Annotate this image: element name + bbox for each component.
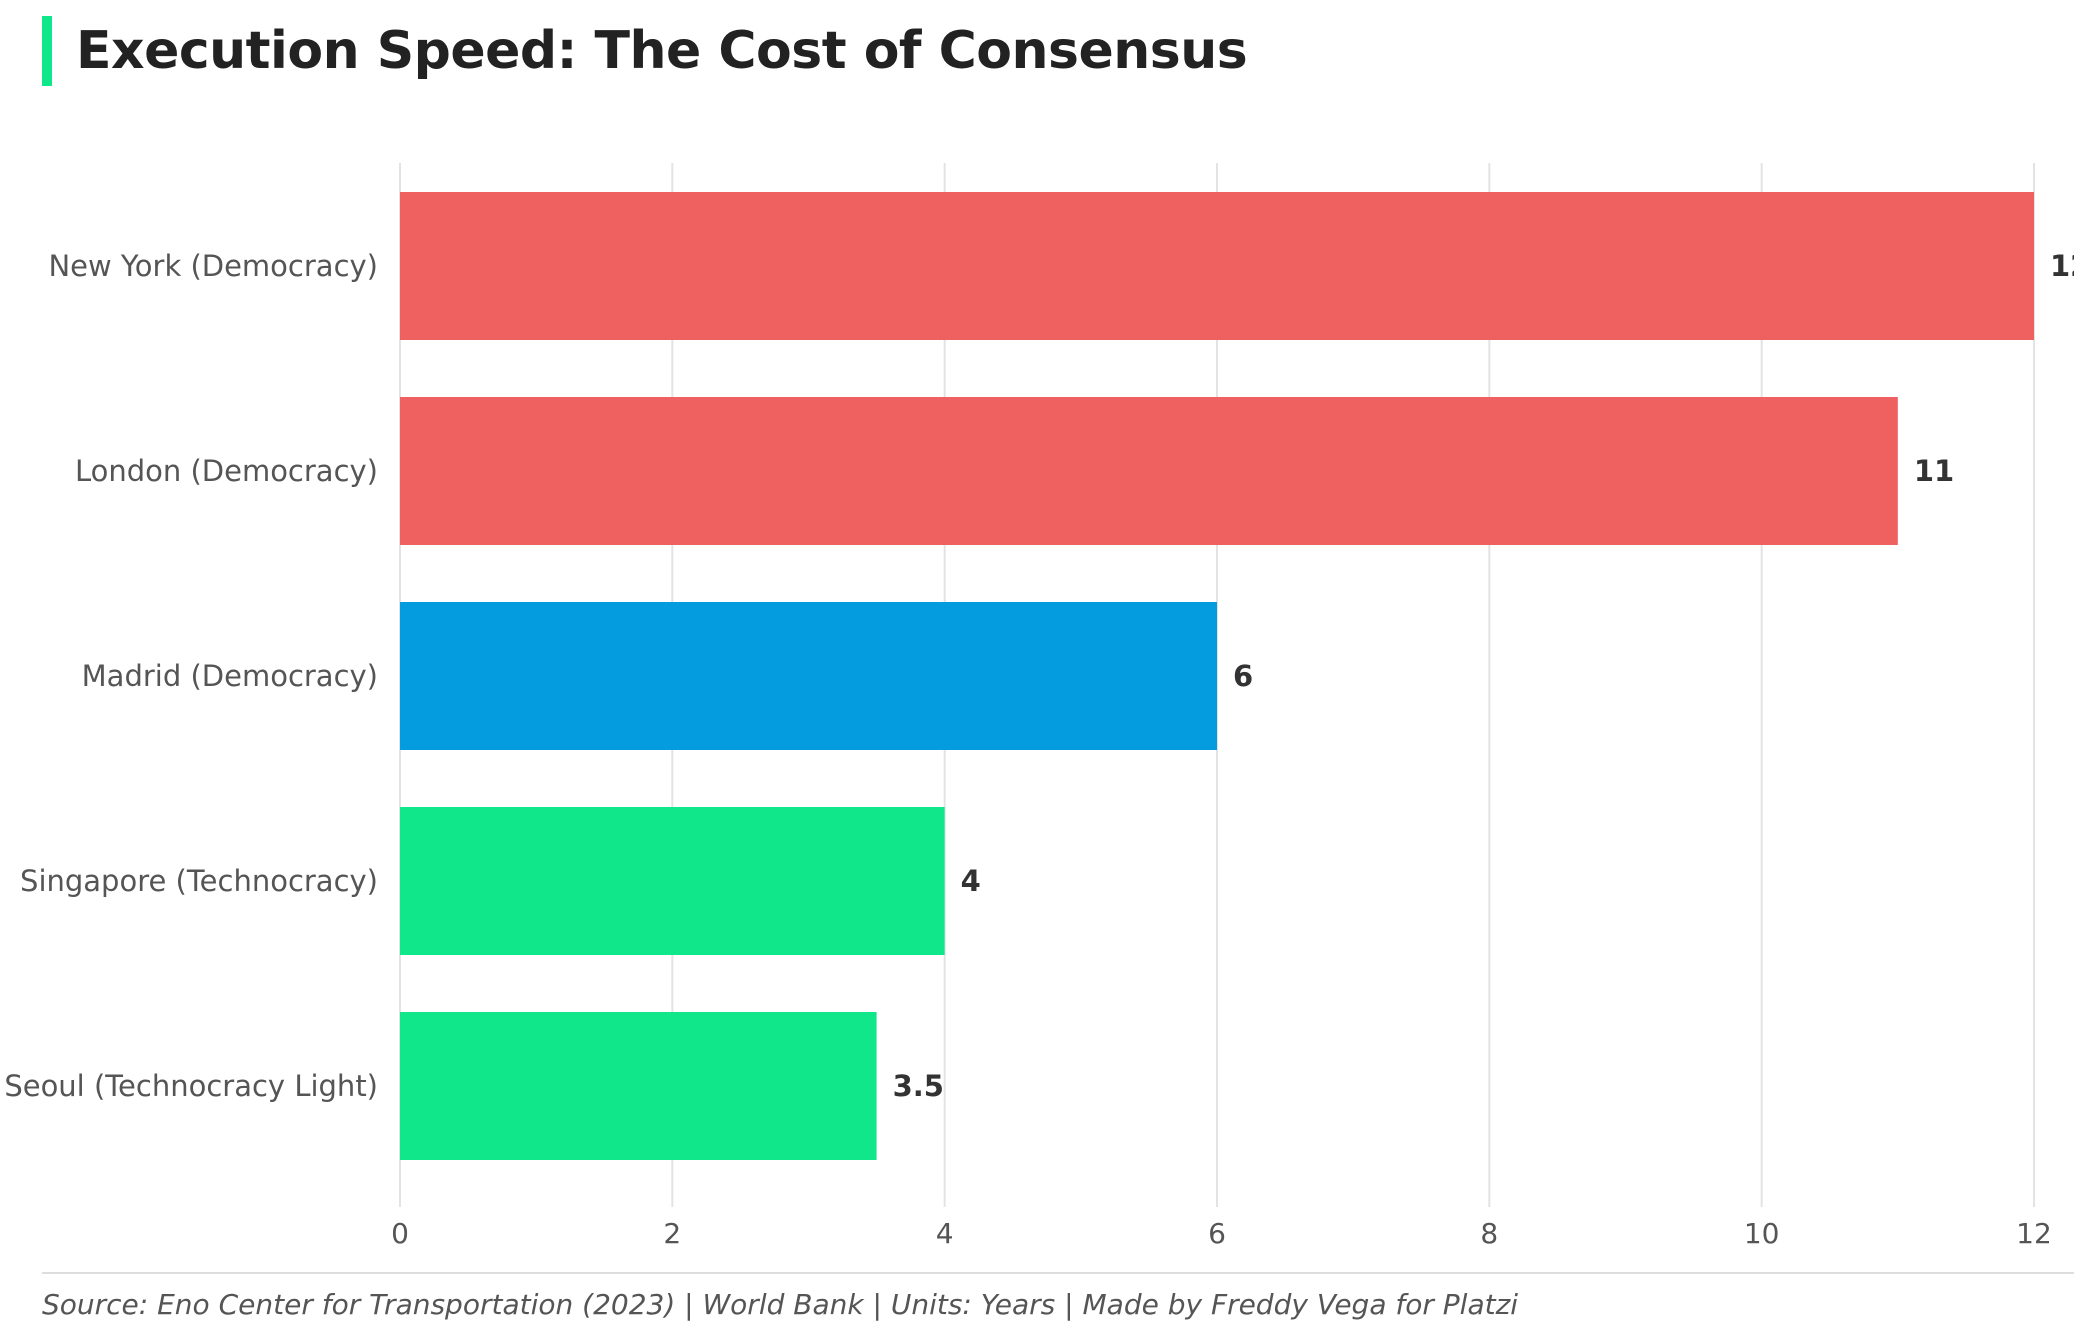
category-labels: New York (Democracy) London (Democracy) Ma…	[4, 249, 378, 1103]
x-tick-label: 8	[1480, 1217, 1498, 1250]
x-tick-label: 0	[391, 1217, 409, 1250]
category-label: Singapore (Technocracy)	[20, 864, 378, 898]
bar	[400, 397, 1898, 545]
footer-divider	[42, 1272, 2074, 1274]
x-tick-label: 4	[936, 1217, 954, 1250]
value-label: 11	[1914, 454, 1954, 488]
category-label: London (Democracy)	[75, 454, 378, 488]
x-tick-label: 6	[1208, 1217, 1226, 1250]
bar-chart: New York (Democracy) London (Democracy) Ma…	[4, 163, 2074, 1250]
category-label: Madrid (Democracy)	[82, 659, 378, 693]
bars	[400, 192, 2034, 1160]
bar	[400, 192, 2034, 340]
x-tick-label: 10	[1744, 1217, 1780, 1250]
bar	[400, 807, 945, 955]
value-label: 3.5	[893, 1069, 944, 1103]
category-label: New York (Democracy)	[48, 249, 378, 283]
bar	[400, 1012, 877, 1160]
value-label: 4	[961, 864, 981, 898]
x-tick-label: 12	[2016, 1217, 2052, 1250]
chart-title: Execution Speed: The Cost of Consensus	[76, 21, 1248, 81]
title-accent-bar	[42, 16, 52, 86]
bar	[400, 602, 1217, 750]
chart-header: Execution Speed: The Cost of Consensus	[42, 16, 1248, 86]
value-label: 6	[1233, 659, 1253, 693]
value-label: 12	[2050, 249, 2074, 283]
x-axis-ticks: 0 2 4 6 8 10 12	[391, 1217, 2052, 1250]
x-tick-label: 2	[663, 1217, 681, 1250]
source-note: Source: Eno Center for Transportation (2…	[42, 1288, 1519, 1321]
category-label: Seoul (Technocracy Light)	[4, 1069, 378, 1103]
value-labels: 12 11 6 4 3.5	[893, 249, 2074, 1103]
